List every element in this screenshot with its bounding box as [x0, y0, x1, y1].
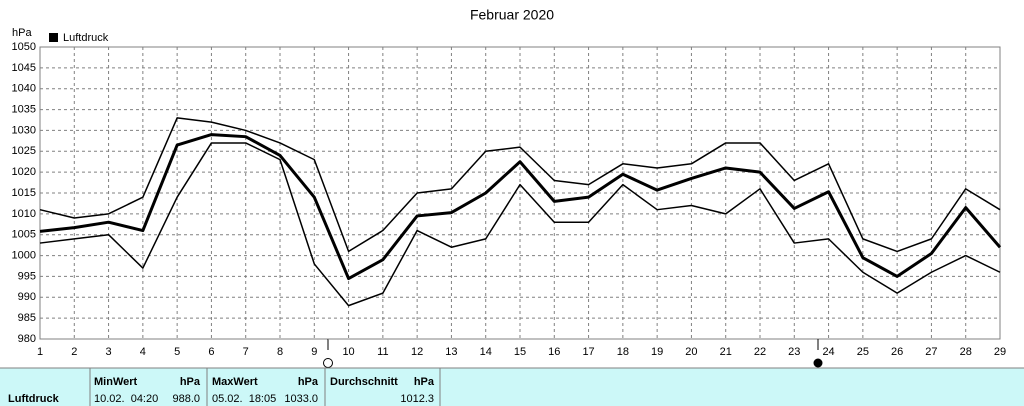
moon-empty: [323, 358, 333, 368]
x-tick-label: 18: [617, 346, 629, 358]
moon-full: [813, 358, 823, 368]
stats-label: MaxWert: [212, 376, 258, 388]
y-tick-label: 985: [18, 312, 36, 324]
x-tick-label: 2: [71, 346, 77, 358]
y-tick-label: 990: [18, 291, 36, 303]
y-tick-label: 1020: [12, 166, 36, 178]
legend-label: Luftdruck: [63, 32, 109, 44]
y-tick-label: 1015: [12, 187, 36, 199]
x-tick-label: 12: [411, 346, 423, 358]
x-tick-label: 15: [514, 346, 526, 358]
x-tick-label: 13: [445, 346, 457, 358]
y-tick-label: 980: [18, 333, 36, 345]
x-tick-label: 29: [994, 346, 1006, 358]
x-tick-label: 14: [480, 346, 492, 358]
stats-value: 1012.3: [400, 393, 434, 405]
x-tick-label: 26: [891, 346, 903, 358]
stats-label: MinWert: [94, 376, 138, 388]
stats-value: 988.0: [172, 393, 200, 405]
stats-panel: [0, 368, 1024, 406]
y-tick-label: 1005: [12, 229, 36, 241]
y-tick-label: 995: [18, 270, 36, 282]
x-tick-label: 24: [822, 346, 834, 358]
x-tick-label: 22: [754, 346, 766, 358]
x-tick-label: 6: [208, 346, 214, 358]
x-tick-label: 9: [311, 346, 317, 358]
y-axis-label: hPa: [12, 27, 32, 39]
stats-unit: hPa: [298, 376, 319, 388]
legend-swatch: [49, 33, 58, 42]
line-series: [39, 133, 1002, 281]
x-tick-label: 23: [788, 346, 800, 358]
y-tick-label: 1050: [12, 41, 36, 53]
stats-name: Luftdruck: [8, 393, 60, 405]
x-tick-label: 1: [37, 346, 43, 358]
y-tick-label: 1045: [12, 62, 36, 74]
x-tick-label: 7: [243, 346, 249, 358]
line-series: [39, 142, 1001, 307]
stats-unit: hPa: [414, 376, 435, 388]
x-tick-label: 19: [651, 346, 663, 358]
line-series: [39, 117, 1001, 253]
x-tick-label: 11: [377, 346, 388, 358]
y-tick-label: 1025: [12, 145, 36, 157]
x-tick-label: 25: [857, 346, 869, 358]
x-tick-label: 16: [548, 346, 560, 358]
x-tick-label: 4: [140, 346, 146, 358]
x-tick-label: 10: [342, 346, 354, 358]
x-tick-label: 8: [277, 346, 283, 358]
y-tick-label: 1040: [12, 83, 36, 95]
stats-time: 05.02. 18:05: [212, 393, 276, 405]
x-tick-label: 28: [960, 346, 972, 358]
x-tick-label: 20: [685, 346, 697, 358]
y-tick-label: 1030: [12, 124, 36, 136]
x-tick-label: 21: [720, 346, 732, 358]
chart-title: Februar 2020: [470, 7, 554, 23]
stats-time: 10.02. 04:20: [94, 393, 158, 405]
y-tick-label: 1010: [12, 208, 36, 220]
x-tick-label: 17: [582, 346, 594, 358]
x-tick-label: 3: [106, 346, 112, 358]
y-tick-label: 1000: [12, 249, 36, 261]
stats-label: Durchschnitt: [330, 376, 398, 388]
stats-value: 1033.0: [284, 393, 318, 405]
x-tick-label: 27: [925, 346, 937, 358]
stats-unit: hPa: [180, 376, 201, 388]
x-tick-label: 5: [174, 346, 180, 358]
y-tick-label: 1035: [12, 103, 36, 115]
